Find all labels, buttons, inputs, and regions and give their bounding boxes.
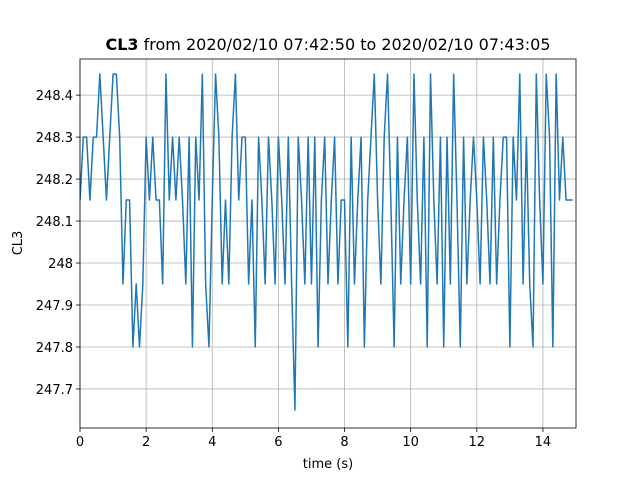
title-range: from 2020/02/10 07:42:50 to 2020/02/10 0… (144, 35, 551, 54)
chart-title: CL3 from 2020/02/10 07:42:50 to 2020/02/… (105, 35, 550, 54)
x-tick-label: 8 (340, 435, 348, 450)
y-tick-label: 248.1 (36, 215, 73, 230)
y-tick-label: 248.4 (36, 89, 73, 104)
data-line (80, 73, 573, 411)
plot-frame (79, 58, 577, 429)
x-tick-label: 2 (142, 435, 150, 450)
y-tick-label: 248.2 (36, 173, 73, 188)
x-tick-label: 6 (274, 435, 282, 450)
x-tick-label: 12 (469, 435, 486, 450)
y-tick-label: 248 (48, 257, 73, 272)
y-tick-label: 247.7 (36, 383, 73, 398)
title-series: CL3 (105, 35, 138, 54)
x-axis-label: time (s) (303, 457, 353, 472)
x-tick-label: 4 (208, 435, 216, 450)
y-tick-label: 248.3 (36, 131, 73, 146)
x-tick-label: 10 (402, 435, 419, 450)
y-tick-label: 247.8 (36, 341, 73, 356)
x-tick-label: 14 (535, 435, 552, 450)
y-axis-label: CL3 (11, 231, 26, 256)
x-tick-label: 0 (76, 435, 84, 450)
y-tick-label: 247.9 (36, 299, 73, 314)
